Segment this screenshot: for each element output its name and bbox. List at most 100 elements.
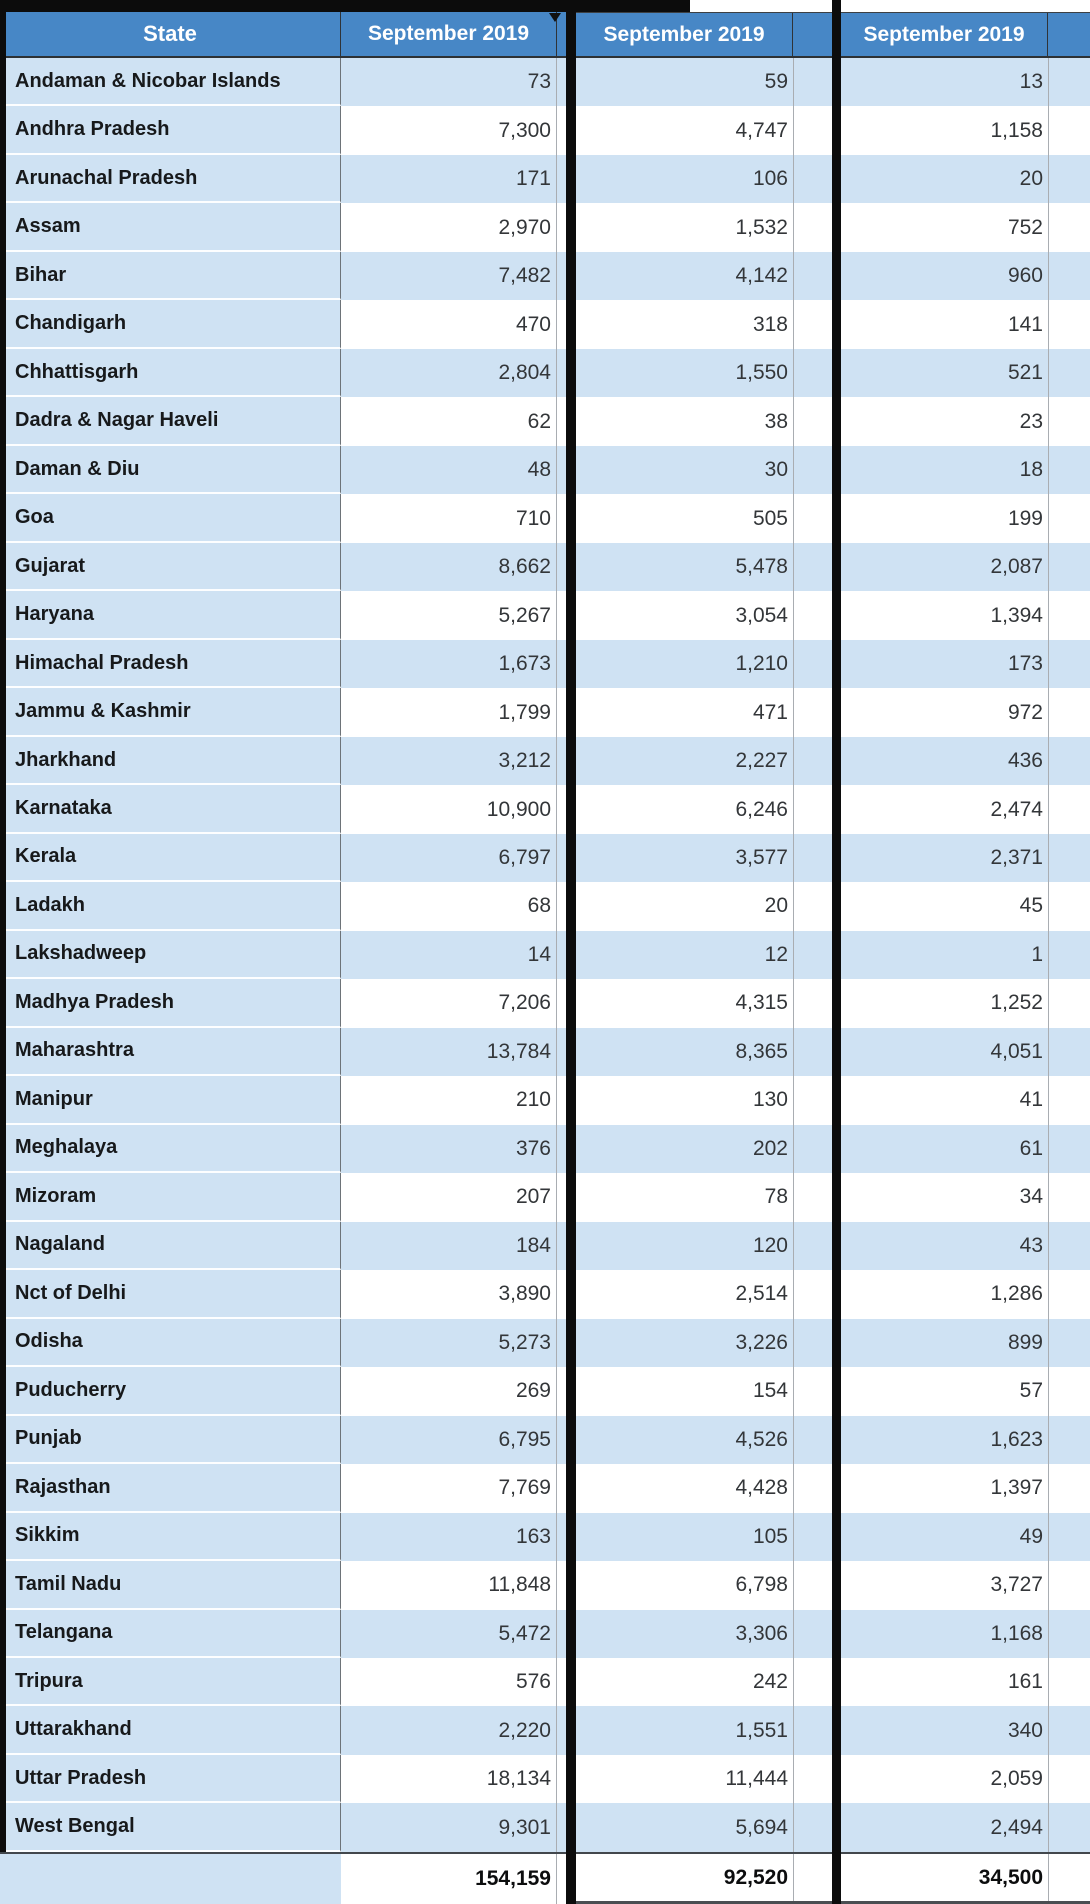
partial-column-cell [1048, 930, 1090, 980]
table-panel-column-3: September 2019 13 1,158 20 752 960 141 521 23 18… [841, 0, 1090, 1904]
table-panel-column-2: September 2019 59 4,747 106 1,532 4,142 318 1,… [576, 0, 832, 1904]
partial-column-cell [793, 1270, 832, 1319]
value-cell: 4,142 [576, 251, 793, 301]
table-row: Chhattisgarh 2,804 [0, 348, 566, 398]
value-cell: 1,799 [341, 688, 556, 737]
value-cell: 1 [841, 930, 1048, 980]
table-row: Jharkhand 3,212 [0, 736, 566, 786]
partial-column-cell [793, 251, 832, 301]
table-row: Jammu & Kashmir 1,799 [0, 688, 566, 737]
value-cell: 57 [841, 1367, 1048, 1416]
value-cell: 2,970 [341, 203, 556, 252]
partial-column-cell [1048, 106, 1090, 155]
value-cell: 752 [841, 203, 1048, 252]
partial-column-cell [793, 979, 832, 1028]
value-cell: 972 [841, 688, 1048, 737]
value-cell: 199 [841, 494, 1048, 543]
value-cell: 207 [341, 1173, 556, 1222]
partial-column-cell [1048, 348, 1090, 398]
table-row: 960 [841, 251, 1090, 301]
state-name-cell: Daman & Diu [0, 445, 341, 495]
table-row: 1,394 [841, 591, 1090, 640]
partial-column-cell [556, 1124, 566, 1174]
table-row: Punjab 6,795 [0, 1415, 566, 1465]
partial-column-cell [556, 1221, 566, 1271]
table-row: 61 [841, 1124, 1090, 1174]
value-cell: 960 [841, 251, 1048, 301]
value-cell: 12 [576, 930, 793, 980]
table-row: 12 [576, 930, 832, 980]
value-cell: 130 [576, 1076, 793, 1125]
table-row: 3,306 [576, 1609, 832, 1658]
partial-column-cell [556, 542, 566, 592]
partial-column-cell [556, 203, 566, 252]
partial-column-cell [1048, 1657, 1090, 1707]
state-name-cell: Manipur [0, 1076, 341, 1125]
table-row: 106 [576, 154, 832, 204]
partial-column-cell [793, 1076, 832, 1125]
table-body: 59 4,747 106 1,532 4,142 318 1,550 38 30 505 5,478… [576, 58, 832, 1852]
table-row: 340 [841, 1706, 1090, 1755]
september-2019-header-3: September 2019 [841, 13, 1048, 58]
state-name-cell: Tripura [0, 1657, 341, 1707]
partial-column-cell [1048, 1124, 1090, 1174]
state-name-cell: Chhattisgarh [0, 348, 341, 398]
table-row: 2,059 [841, 1754, 1090, 1804]
table-row: Arunachal Pradesh 171 [0, 154, 566, 204]
table-row: Kerala 6,797 [0, 833, 566, 883]
table-row: Dadra & Nagar Haveli 62 [0, 397, 566, 446]
state-name-cell: Tamil Nadu [0, 1561, 341, 1610]
value-cell: 10,900 [341, 785, 556, 834]
value-cell: 106 [576, 154, 793, 204]
table-row: 2,494 [841, 1803, 1090, 1852]
value-cell: 269 [341, 1367, 556, 1416]
partial-column-cell [1048, 1318, 1090, 1368]
table-row: 5,478 [576, 542, 832, 592]
partial-column-cell [556, 1706, 566, 1755]
table-row: Rajasthan 7,769 [0, 1464, 566, 1513]
value-cell: 13 [841, 58, 1048, 107]
table-row: 2,227 [576, 736, 832, 786]
state-name-cell: Haryana [0, 591, 341, 640]
panel-divider-2 [832, 0, 841, 1904]
state-name-cell: Lakshadweep [0, 930, 341, 980]
partial-column-cell [1048, 251, 1090, 301]
table-row: Ladakh 68 [0, 882, 566, 931]
partial-column-cell [556, 300, 566, 349]
header-label: September 2019 [367, 22, 530, 45]
grand-total-2: 92,520 [576, 1854, 793, 1901]
table-row: 199 [841, 494, 1090, 543]
partial-column-cell [556, 1027, 566, 1077]
partial-column-cell [793, 882, 832, 931]
totals-row: 92,520 [576, 1852, 832, 1904]
partial-column-cell [556, 348, 566, 398]
table-row: 30 [576, 445, 832, 495]
value-cell: 6,798 [576, 1561, 793, 1610]
table-row: 1,286 [841, 1270, 1090, 1319]
state-name-cell: Punjab [0, 1415, 341, 1465]
table-row: Telangana 5,472 [0, 1609, 566, 1658]
value-cell: 9,301 [341, 1803, 556, 1852]
partial-column-cell [1048, 154, 1090, 204]
value-cell: 2,804 [341, 348, 556, 398]
value-cell: 23 [841, 397, 1048, 446]
grand-total-3: 34,500 [841, 1854, 1048, 1901]
table-row: Assam 2,970 [0, 203, 566, 252]
value-cell: 49 [841, 1512, 1048, 1562]
table-row: 154 [576, 1367, 832, 1416]
totals-row: 34,500 [841, 1852, 1090, 1904]
value-cell: 6,246 [576, 785, 793, 834]
table-row: 49 [841, 1512, 1090, 1562]
value-cell: 2,494 [841, 1803, 1048, 1852]
state-name-cell: Jharkhand [0, 736, 341, 786]
value-cell: 3,577 [576, 833, 793, 883]
table-row: 4,142 [576, 251, 832, 301]
partial-column-cell [793, 106, 832, 155]
state-name-cell: Rajasthan [0, 1464, 341, 1513]
partial-column-cell [556, 154, 566, 204]
partial-column-header [793, 13, 832, 58]
state-name-cell: Gujarat [0, 542, 341, 592]
value-cell: 45 [841, 882, 1048, 931]
value-cell: 78 [576, 1173, 793, 1222]
table-row: 752 [841, 203, 1090, 252]
